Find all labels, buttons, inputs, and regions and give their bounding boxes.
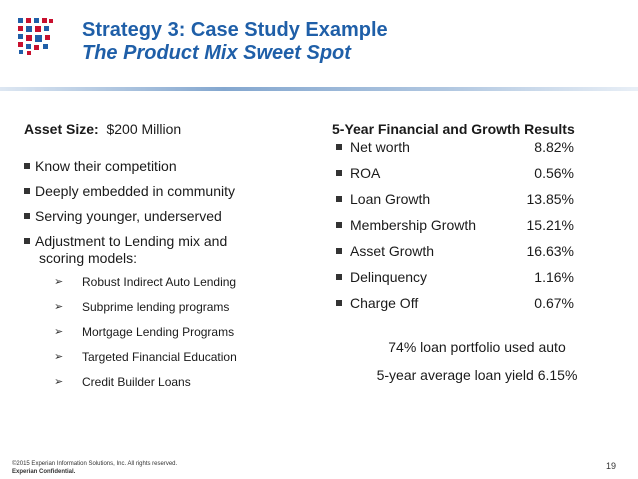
bullet-square-icon [24,163,30,169]
bullet-square-icon [336,144,342,150]
experian-logo-icon [18,18,53,55]
header-divider [0,87,638,91]
list-item: ➢ Targeted Financial Education [54,350,237,364]
list-item: ➢ Credit Builder Loans [54,375,191,389]
bullet-square-icon [336,170,342,176]
metric-row-asset-growth: Asset Growth 16.63% [332,242,622,268]
asset-size-label: Asset Size: [24,121,99,137]
right-column: 5-Year Financial and Growth Results Net … [332,120,622,394]
bullet-square-icon [336,222,342,228]
bullet-square-icon [24,238,30,244]
arrow-bullet-icon: ➢ [54,351,64,363]
bullet-square-icon [24,213,30,219]
arrow-bullet-icon: ➢ [54,276,64,288]
slide-title: Strategy 3: Case Study Example [82,19,388,41]
list-item: ➢ Mortgage Lending Programs [54,325,235,339]
page-number: 19 [605,461,616,471]
lending-subbullets: ➢ Robust Indirect Auto Lending ➢ Subprime … [24,275,304,389]
arrow-bullet-icon: ➢ [54,301,64,313]
auto-portfolio-note: 74% loan portfolio used auto [388,339,566,355]
list-item: Deeply embedded in community [24,183,304,200]
list-item: Serving younger, underserved [24,208,304,225]
arrow-bullet-icon: ➢ [54,326,64,338]
list-item: ➢ Subprime lending programs [54,300,230,314]
bullet-square-icon [336,274,342,280]
result-notes: 74% loan portfolio used auto 5-year aver… [332,338,622,384]
metric-row-charge-off: Charge Off 0.67% [332,294,622,320]
list-item: Adjustment to Lending mix and scoring mod… [24,233,304,267]
metric-row-roa: ROA 0.56% [332,164,622,190]
results-heading: 5-Year Financial and Growth Results [332,121,575,137]
asset-size-value: $200 Million [106,121,182,137]
metric-row-membership-growth: Membership Growth 15.21% [332,216,622,242]
bullet-square-icon [336,248,342,254]
loan-yield-note: 5-year average loan yield 6.15% [376,367,578,383]
strategy-bullets: Know their competition Deeply embedded i… [24,158,304,267]
list-item: ➢ Robust Indirect Auto Lending [54,275,237,289]
metric-row-delinquency: Delinquency 1.16% [332,268,622,294]
slide-subtitle: The Product Mix Sweet Spot [82,42,351,64]
confidential-label: Experian Confidential. [12,469,76,475]
bullet-square-icon [336,196,342,202]
arrow-bullet-icon: ➢ [54,376,64,388]
bullet-square-icon [24,188,30,194]
metric-row-net-worth: Net worth 8.82% [332,138,622,164]
asset-size: Asset Size: $200 Million [24,120,304,138]
left-column: Asset Size: $200 Million Know their comp… [24,120,304,400]
metric-row-loan-growth: Loan Growth 13.85% [332,190,622,216]
bullet-square-icon [336,300,342,306]
copyright-text: ©2015 Experian Information Solutions, In… [12,461,178,467]
list-item: Know their competition [24,158,304,175]
